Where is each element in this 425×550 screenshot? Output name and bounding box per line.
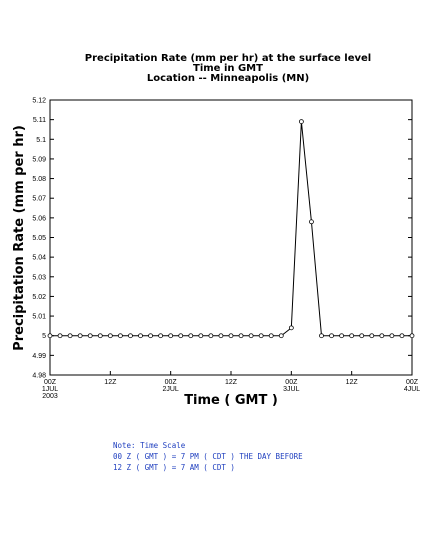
- data-point: [178, 333, 184, 339]
- data-point: [117, 333, 123, 339]
- data-point: [188, 333, 194, 339]
- data-point: [77, 333, 83, 339]
- data-point: [218, 333, 224, 339]
- data-point: [258, 333, 264, 339]
- x-tick-label: 00Z: [165, 379, 178, 386]
- note-line-00z: 00 Z ( GMT ) = 7 PM ( CDT ) THE DAY BEFO…: [113, 452, 303, 461]
- data-point: [97, 333, 103, 339]
- data-point: [409, 333, 415, 339]
- data-point: [168, 333, 174, 339]
- y-tick-label: 5.06: [32, 215, 46, 222]
- data-point: [158, 333, 164, 339]
- data-point: [228, 333, 234, 339]
- y-tick-label: 5.08: [32, 176, 46, 183]
- y-axis: 4.98 4.99 5 5.01 5.02 5.03 5.04 5.05 5.06 5.07 5.0…: [32, 98, 412, 380]
- x-tick-label: 12Z: [346, 379, 359, 386]
- y-tick-label: 5.03: [32, 274, 46, 281]
- x-tick-label: 00Z: [406, 379, 419, 386]
- data-point: [288, 325, 294, 331]
- x-tick-label: 1JUL: [42, 386, 58, 393]
- y-tick-label: 5.1: [36, 137, 46, 144]
- data-point: [238, 333, 244, 339]
- series-precipitation-rate: [47, 119, 415, 339]
- x-axis-label: Time ( GMT ): [184, 393, 278, 408]
- note-line-12z: 12 Z ( GMT ) = 7 AM ( CDT ): [113, 463, 235, 472]
- x-tick-label: 2JUL: [162, 386, 178, 393]
- data-point: [399, 333, 405, 339]
- note-heading: Note: Time Scale: [113, 441, 186, 450]
- chart-title-line-2: Time in GMT: [193, 63, 263, 74]
- y-tick-label: 5.07: [32, 196, 46, 203]
- x-tick-label: 12Z: [104, 379, 117, 386]
- y-tick-label: 5.09: [32, 156, 46, 163]
- data-point: [278, 333, 284, 339]
- y-tick-label: 5.12: [32, 98, 46, 105]
- data-point: [208, 333, 214, 339]
- y-tick-label: 4.99: [32, 353, 46, 360]
- data-point: [309, 219, 314, 225]
- data-point: [268, 333, 274, 339]
- data-point: [369, 333, 375, 339]
- x-tick-label: 4JUL: [404, 386, 420, 393]
- data-point: [319, 333, 324, 339]
- data-point: [339, 333, 345, 339]
- data-point: [329, 333, 334, 339]
- data-point: [138, 333, 143, 339]
- data-point: [107, 333, 113, 339]
- y-tick-label: 5.02: [32, 294, 46, 301]
- data-point: [128, 333, 133, 339]
- x-tick-label: 00Z: [44, 379, 57, 386]
- data-point: [298, 119, 304, 125]
- data-point: [389, 333, 395, 339]
- data-point: [349, 333, 355, 339]
- data-point: [148, 333, 153, 339]
- x-tick-label: 3JUL: [283, 386, 299, 393]
- series-line: [50, 121, 412, 337]
- y-axis-label: Precipitation Rate (mm per hr): [12, 125, 27, 351]
- data-point: [57, 333, 63, 339]
- y-tick-label: 5.05: [32, 235, 46, 242]
- data-point: [67, 333, 73, 339]
- x-tick-label: 2003: [42, 393, 58, 400]
- x-tick-label: 00Z: [285, 379, 298, 386]
- data-point: [379, 333, 385, 339]
- y-tick-label: 5.11: [33, 117, 46, 124]
- data-point: [47, 333, 53, 339]
- x-tick-label: 12Z: [225, 379, 238, 386]
- chart-title-line-3: Location -- Minneapolis (MN): [147, 73, 309, 84]
- y-tick-label: 5.04: [32, 255, 46, 262]
- data-point: [359, 333, 365, 339]
- data-point: [248, 333, 254, 339]
- chart-title-line-1: Precipitation Rate (mm per hr) at the su…: [85, 53, 371, 64]
- time-scale-note: Note: Time Scale 00 Z ( GMT ) = 7 PM ( C…: [113, 440, 303, 473]
- y-tick-label: 5.01: [32, 314, 46, 321]
- data-point: [87, 333, 93, 339]
- y-tick-label: 4.98: [32, 373, 46, 380]
- data-point: [198, 333, 204, 339]
- y-tick-label: 5: [42, 333, 46, 340]
